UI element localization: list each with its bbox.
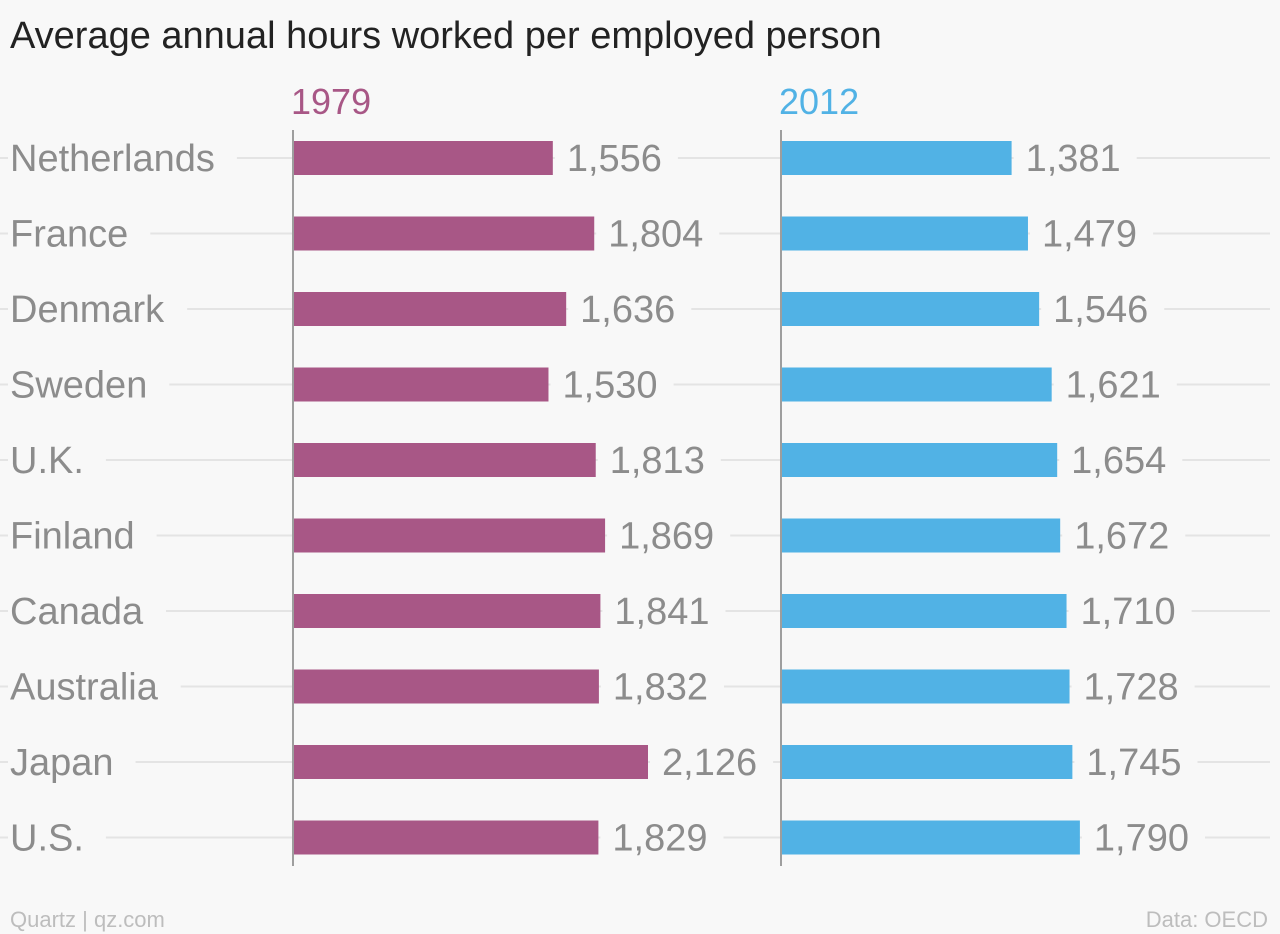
label-background xyxy=(1071,666,1195,709)
label-background xyxy=(650,742,774,784)
data-label: 1,804 xyxy=(608,214,703,256)
series-header: 1979 xyxy=(291,81,371,122)
label-background xyxy=(1041,289,1165,331)
label-background xyxy=(1053,364,1177,407)
label-background xyxy=(568,289,692,331)
label-background xyxy=(1029,213,1154,256)
data-label: 1,479 xyxy=(1042,214,1137,256)
bar xyxy=(781,518,1061,553)
data-label: 1,728 xyxy=(1084,667,1179,709)
category-label: Japan xyxy=(10,742,114,784)
category-label: Australia xyxy=(10,667,159,709)
bar xyxy=(781,745,1073,779)
data-label: 2,126 xyxy=(662,742,757,784)
label-background xyxy=(1074,742,1198,784)
label-background xyxy=(607,515,731,558)
category-label: Canada xyxy=(10,591,144,633)
bar xyxy=(293,518,606,553)
label-background xyxy=(1062,515,1186,558)
label-background xyxy=(550,364,674,407)
label-background xyxy=(8,213,151,256)
bar xyxy=(293,216,595,251)
bar xyxy=(781,594,1067,628)
bar xyxy=(293,594,601,628)
footer-source-right: Data: OECD xyxy=(1146,907,1268,932)
data-label: 1,829 xyxy=(612,818,707,860)
category-labels: Netherlands France Denmark Sweden U.K. Finlan… xyxy=(8,138,237,860)
data-label: 1,621 xyxy=(1066,365,1161,407)
category-label: U.K. xyxy=(10,440,84,482)
label-background xyxy=(8,515,157,558)
data-label: 1,710 xyxy=(1081,591,1176,633)
bar xyxy=(781,443,1058,477)
data-label: 1,546 xyxy=(1053,289,1148,331)
series-header: 2012 xyxy=(779,81,859,122)
label-background xyxy=(8,666,181,709)
data-label: 1,556 xyxy=(567,138,662,180)
footer-source-left: Quartz | qz.com xyxy=(10,907,165,932)
data-label: 1,745 xyxy=(1086,742,1181,784)
label-background xyxy=(8,289,188,331)
label-background xyxy=(596,213,720,256)
label-background xyxy=(1059,440,1183,482)
category-label: Netherlands xyxy=(10,138,215,180)
data-label: 1,381 xyxy=(1026,138,1121,180)
bar xyxy=(781,141,1012,175)
bar xyxy=(293,367,549,402)
data-label: 1,636 xyxy=(580,289,675,331)
label-background xyxy=(602,591,726,633)
label-background xyxy=(1081,817,1205,860)
label-background xyxy=(8,138,237,180)
panel-1979: 1979 1,556 1,804 1,636 1,530 1,813 1,869 1,841 1… xyxy=(291,81,774,866)
bar xyxy=(781,669,1070,704)
category-label: U.S. xyxy=(10,818,84,860)
panel-2012: 2012 1,381 1,479 1,546 1,621 1,654 1,672 1,710 1… xyxy=(779,81,1205,866)
data-label: 1,869 xyxy=(619,516,714,558)
label-background xyxy=(1068,591,1192,633)
category-label: France xyxy=(10,214,128,256)
label-background xyxy=(8,742,136,784)
bar xyxy=(293,820,599,855)
bar xyxy=(293,745,648,779)
category-label: Denmark xyxy=(10,289,165,331)
gridlines xyxy=(0,157,1270,839)
category-label: Sweden xyxy=(10,365,147,407)
label-background xyxy=(597,440,721,482)
category-label: Finland xyxy=(10,516,135,558)
label-background xyxy=(600,817,724,860)
bar xyxy=(293,292,567,326)
bar xyxy=(781,367,1052,402)
chart-title: Average annual hours worked per employed… xyxy=(10,15,882,57)
label-background xyxy=(600,666,725,709)
label-background xyxy=(1013,138,1137,180)
bar xyxy=(293,443,596,477)
label-background xyxy=(8,440,106,482)
data-label: 1,832 xyxy=(613,667,708,709)
label-background xyxy=(554,138,678,180)
bar xyxy=(293,141,553,175)
data-label: 1,790 xyxy=(1094,818,1189,860)
data-label: 1,530 xyxy=(562,365,657,407)
bar xyxy=(781,820,1080,855)
label-background xyxy=(8,364,170,407)
data-label: 1,672 xyxy=(1074,516,1169,558)
data-label: 1,654 xyxy=(1071,440,1166,482)
bar xyxy=(293,669,599,704)
bar xyxy=(781,292,1040,326)
bar xyxy=(781,216,1028,251)
data-label: 1,813 xyxy=(610,440,705,482)
data-label: 1,841 xyxy=(614,591,709,633)
label-background xyxy=(8,591,166,633)
label-background xyxy=(8,817,106,860)
